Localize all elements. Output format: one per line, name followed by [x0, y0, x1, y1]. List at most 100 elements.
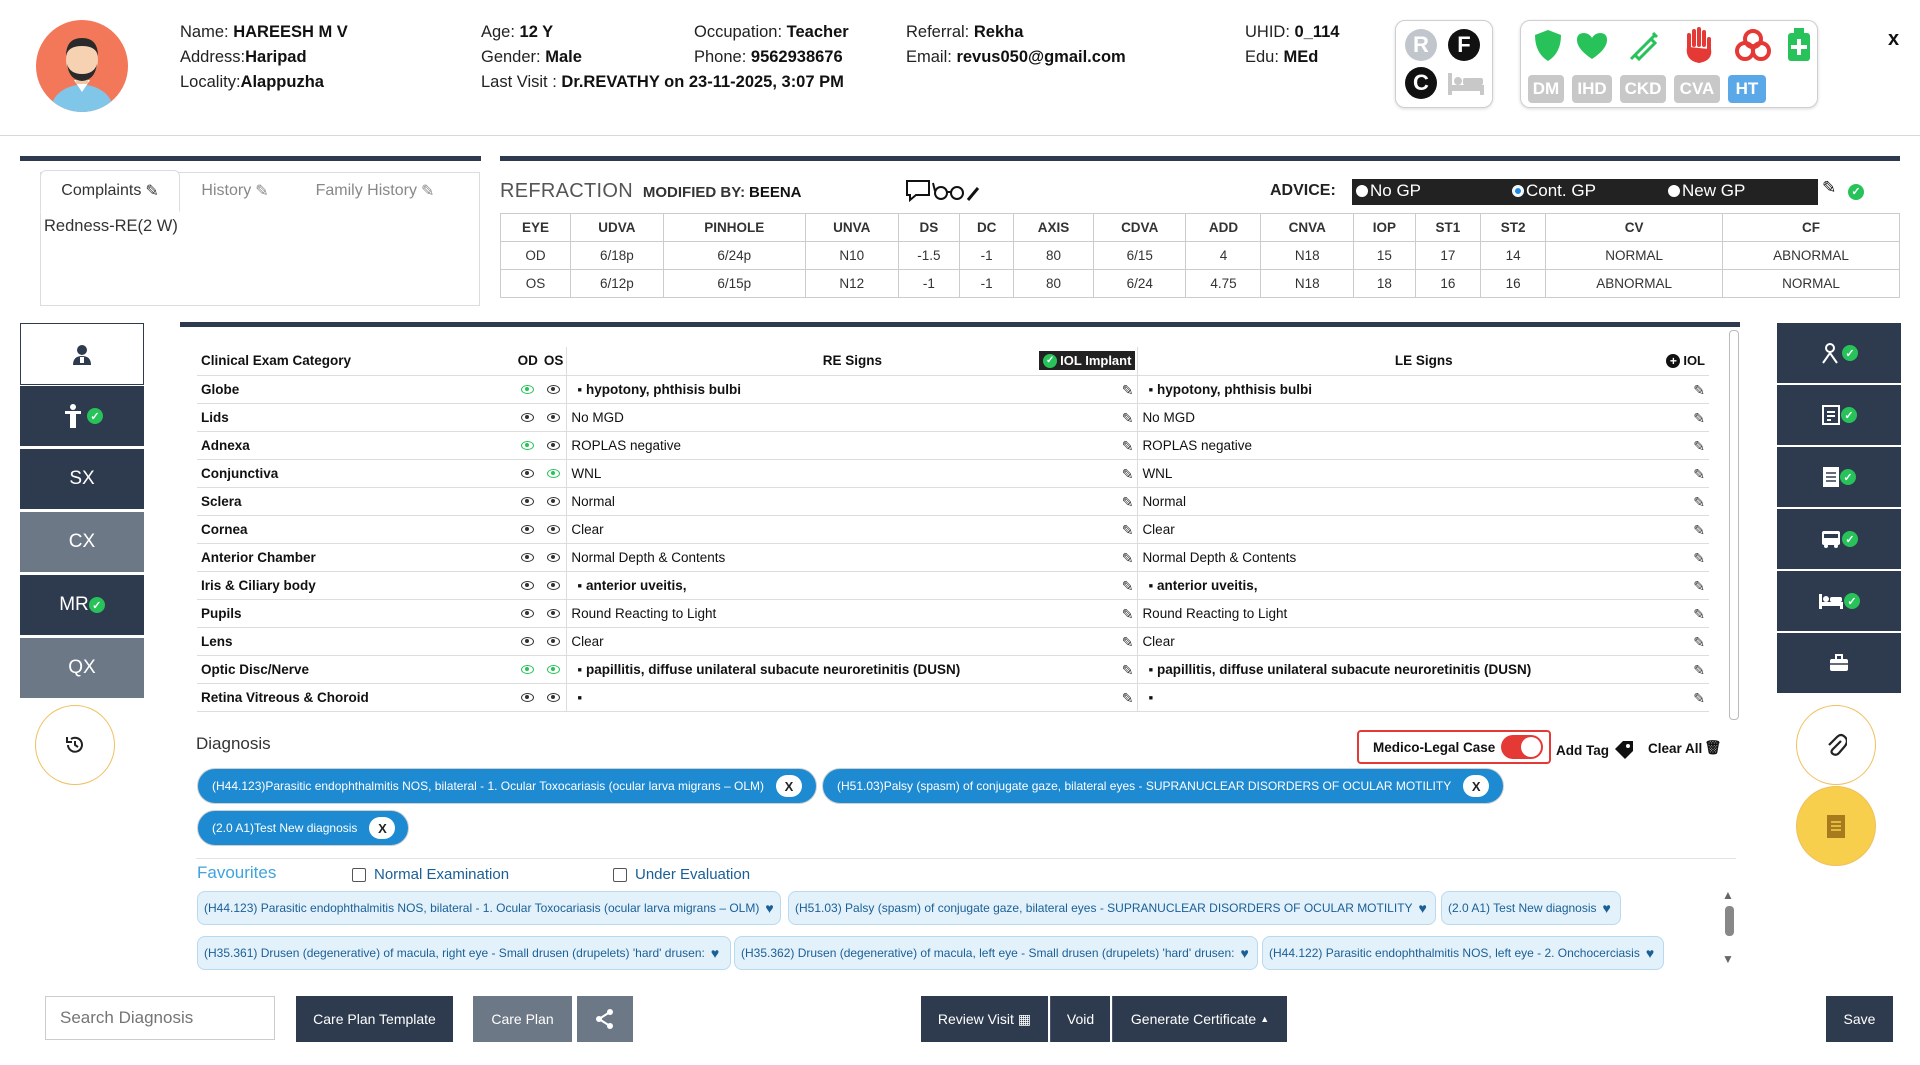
eye-icon[interactable]: [547, 525, 561, 535]
exam-od-toggle[interactable]: [514, 599, 541, 628]
eye-icon[interactable]: [547, 441, 561, 451]
ckd-tag[interactable]: CKD: [1620, 75, 1666, 103]
eye-icon[interactable]: [521, 665, 535, 675]
pencil-icon[interactable]: ✎: [1121, 409, 1134, 426]
eye-icon[interactable]: [521, 385, 535, 395]
eye-icon[interactable]: [547, 469, 561, 479]
notes-button[interactable]: [1796, 786, 1876, 866]
heart-icon[interactable]: ♥: [1240, 945, 1249, 961]
complaint-text[interactable]: Redness-RE(2 W): [44, 217, 178, 235]
exam-le-sign[interactable]: ROPLAS negative ✎: [1137, 431, 1709, 460]
exam-od-toggle[interactable]: [514, 403, 541, 432]
exam-re-sign[interactable]: anterior uveitis, ✎: [566, 571, 1138, 600]
exam-le-sign[interactable]: Clear ✎: [1137, 627, 1709, 656]
exam-os-toggle[interactable]: [540, 627, 567, 656]
pencil-icon[interactable]: ✎: [1693, 605, 1705, 622]
pencil-icon[interactable]: ✎: [1693, 577, 1705, 594]
heart-icon[interactable]: ♥: [1602, 900, 1611, 916]
refraction-cell[interactable]: 6/24: [1092, 269, 1187, 298]
favourite-item[interactable]: (H35.362) Drusen (degenerative) of macul…: [734, 936, 1258, 970]
biohazard-icon[interactable]: [1733, 25, 1773, 65]
exam-os-toggle[interactable]: [540, 571, 567, 600]
eye-icon[interactable]: [521, 693, 535, 703]
ihd-tag[interactable]: IHD: [1572, 75, 1612, 103]
exam-re-sign[interactable]: Clear ✎: [566, 627, 1138, 656]
refraction-cell[interactable]: 17: [1414, 241, 1482, 270]
eye-icon[interactable]: [547, 553, 561, 563]
generate-certificate-button[interactable]: Generate Certificate ▲: [1112, 996, 1287, 1042]
r-status-icon[interactable]: R: [1405, 29, 1437, 61]
pencil-icon[interactable]: ✎: [1121, 633, 1134, 650]
exam-od-toggle[interactable]: [514, 459, 541, 488]
refraction-cell[interactable]: OD: [499, 241, 572, 270]
pencil-icon[interactable]: ✎: [1693, 437, 1705, 454]
eye-icon[interactable]: [521, 637, 535, 647]
refraction-cell[interactable]: 6/24p: [662, 241, 806, 270]
refraction-cell[interactable]: N18: [1260, 241, 1354, 270]
exam-os-toggle[interactable]: [540, 403, 567, 432]
pencil-icon[interactable]: ✎: [1693, 689, 1705, 706]
heart-icon[interactable]: ♥: [1645, 945, 1655, 961]
refraction-cell[interactable]: 16: [1414, 269, 1482, 298]
toggle-switch[interactable]: [1501, 735, 1544, 759]
exam-od-toggle[interactable]: [514, 487, 541, 516]
heart-icon[interactable]: ♥: [710, 945, 720, 961]
diagnosis-chip[interactable]: (2.0 A1)Test New diagnosis X: [197, 810, 409, 846]
refraction-cell[interactable]: 6/15p: [662, 269, 806, 298]
pencil-icon[interactable]: ✎: [1121, 493, 1134, 510]
iol-implant-button[interactable]: ✓ IOL Implant: [1039, 351, 1136, 370]
refraction-cell[interactable]: 4: [1185, 241, 1262, 270]
exam-re-sign[interactable]: ROPLAS negative ✎: [566, 431, 1138, 460]
refraction-cell[interactable]: 4.75: [1185, 269, 1262, 298]
scroll-down-arrow[interactable]: ▼: [1722, 952, 1734, 966]
care-plan-button[interactable]: Care Plan: [473, 996, 572, 1042]
exam-od-toggle[interactable]: [514, 655, 541, 684]
eye-icon[interactable]: [547, 581, 561, 591]
eye-icon[interactable]: [521, 469, 535, 479]
favourite-item[interactable]: (H35.361) Drusen (degenerative) of macul…: [197, 936, 731, 970]
exam-le-sign[interactable]: WNL ✎: [1137, 459, 1709, 488]
pencil-icon[interactable]: ✎: [1121, 549, 1134, 566]
tab-complaints[interactable]: Complaints ✎: [40, 170, 180, 212]
exam-re-sign[interactable]: ✎: [566, 683, 1138, 712]
advice-new-gp-radio[interactable]: New GP: [1668, 181, 1745, 201]
ht-tag[interactable]: HT: [1728, 75, 1766, 103]
shield-icon[interactable]: [1531, 27, 1565, 65]
pencil-icon[interactable]: ✎: [1693, 493, 1705, 510]
pencil-icon[interactable]: ✎: [1693, 549, 1705, 566]
pencil-icon[interactable]: ✎: [1121, 437, 1134, 454]
heart-icon[interactable]: ♥: [1418, 900, 1427, 916]
pencil-icon[interactable]: ✎: [1121, 605, 1134, 622]
syringe-icon[interactable]: [1625, 27, 1663, 65]
exam-od-toggle[interactable]: [514, 431, 541, 460]
eye-icon[interactable]: [521, 609, 535, 619]
refraction-cell[interactable]: ABNORMAL: [1545, 269, 1724, 298]
exam-re-sign[interactable]: Round Reacting to Light ✎: [566, 599, 1138, 628]
pencil-icon[interactable]: ✎: [1121, 577, 1134, 594]
medico-legal-toggle[interactable]: Medico-Legal Case: [1357, 730, 1551, 764]
favourite-item[interactable]: (H44.123) Parasitic endophthalmitis NOS,…: [197, 891, 781, 925]
favourite-item[interactable]: (H51.03) Palsy (spasm) of conjugate gaze…: [788, 891, 1436, 925]
exam-re-sign[interactable]: Normal ✎: [566, 487, 1138, 516]
refraction-cell[interactable]: NORMAL: [1545, 241, 1724, 270]
exam-le-sign[interactable]: No MGD ✎: [1137, 403, 1709, 432]
exam-od-toggle[interactable]: [514, 627, 541, 656]
refraction-cell[interactable]: 14: [1480, 241, 1547, 270]
exam-le-sign[interactable]: hypotony, phthisis bulbi ✎: [1137, 375, 1709, 404]
pencil-icon[interactable]: ✎: [1121, 661, 1134, 678]
refraction-cell[interactable]: 80: [1013, 269, 1094, 298]
heart-icon[interactable]: [1573, 29, 1611, 63]
pencil-icon[interactable]: ✎: [1693, 381, 1705, 398]
pencil-icon[interactable]: ✎: [1693, 521, 1705, 538]
right-nav-button-4[interactable]: ✓: [1777, 509, 1901, 569]
exam-re-sign[interactable]: WNL ✎: [566, 459, 1138, 488]
qx-nav-button[interactable]: QX: [20, 638, 144, 698]
refraction-cell[interactable]: ABNORMAL: [1722, 241, 1900, 270]
pencil-icon[interactable]: ✎: [1693, 409, 1705, 426]
eye-icon[interactable]: [521, 441, 535, 451]
exam-re-sign[interactable]: hypotony, phthisis bulbi ✎: [566, 375, 1138, 404]
diagnosis-chip[interactable]: (H51.03)Palsy (spasm) of conjugate gaze,…: [822, 768, 1504, 804]
tab-history[interactable]: History ✎: [190, 170, 280, 212]
care-plan-template-button[interactable]: Care Plan Template: [296, 996, 453, 1042]
right-nav-button-3[interactable]: ✓: [1777, 447, 1901, 507]
